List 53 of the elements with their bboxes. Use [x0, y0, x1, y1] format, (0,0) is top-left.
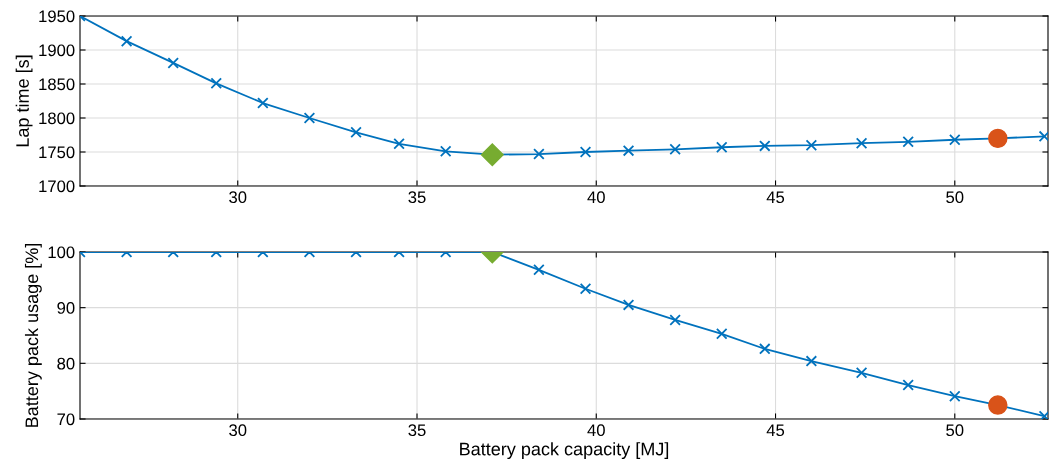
point — [805, 139, 818, 151]
x-tick-label: 30 — [229, 191, 247, 204]
point — [855, 367, 868, 379]
y-tick-label: 80 — [57, 357, 75, 370]
point — [439, 145, 452, 158]
x-axis-title: Battery pack capacity [MJ] — [460, 442, 669, 460]
x-tick-label: 35 — [408, 191, 426, 204]
y-tick-label: 1950 — [39, 10, 75, 23]
point — [303, 112, 316, 124]
point — [350, 126, 362, 139]
point — [1038, 130, 1048, 143]
point — [579, 146, 592, 158]
x-tick-label: 50 — [946, 191, 964, 204]
point — [393, 138, 405, 150]
point — [120, 35, 133, 47]
y-tick-label: 1700 — [39, 180, 75, 193]
y-tick-label: 100 — [48, 246, 75, 259]
point — [805, 355, 818, 367]
point — [759, 343, 771, 355]
x-tick-label: 40 — [587, 191, 605, 204]
point — [533, 148, 545, 160]
y-tick-label: 1850 — [39, 78, 75, 91]
x-tick-label: 50 — [946, 424, 964, 437]
point — [257, 97, 269, 109]
point — [902, 136, 914, 148]
point — [669, 143, 681, 156]
y-tick-label: 1900 — [39, 44, 75, 57]
point — [988, 128, 1008, 149]
point — [622, 299, 635, 311]
x-tick-label: 35 — [408, 424, 426, 437]
point — [855, 137, 868, 149]
point — [759, 140, 771, 152]
point — [715, 328, 728, 340]
point — [988, 395, 1008, 415]
x-tick-label: 45 — [766, 191, 785, 204]
y-tick-label: 1800 — [39, 112, 75, 125]
x-tick-label: 30 — [229, 424, 247, 437]
point — [949, 133, 961, 146]
y-tick-label: 70 — [57, 413, 75, 426]
point — [902, 379, 914, 391]
x-tick-label: 40 — [587, 424, 605, 437]
y-tick-label: 90 — [57, 302, 75, 314]
point — [167, 57, 179, 69]
point — [669, 314, 681, 326]
y-axis-title: Battery pack usage [%] — [24, 243, 42, 427]
point — [210, 77, 223, 90]
point — [622, 144, 635, 157]
point — [480, 143, 504, 167]
x-tick-label: 45 — [766, 424, 785, 437]
y-tick-label: 1750 — [39, 146, 75, 159]
y-axis-title: Lap time [s] — [15, 55, 33, 147]
point — [715, 141, 728, 154]
point — [949, 390, 961, 402]
